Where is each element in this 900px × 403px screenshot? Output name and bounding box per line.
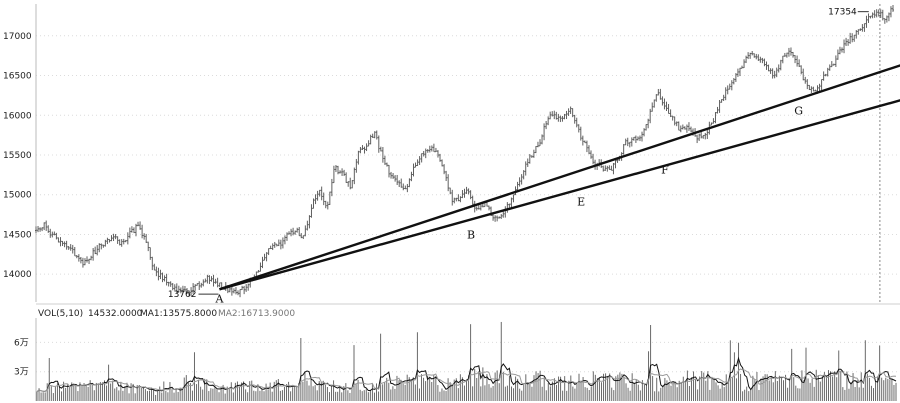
low-price-label: 13762 [168,290,197,300]
y-tick-label: 16000 [3,111,32,121]
price-series [35,4,894,302]
y-tick-label: 16500 [3,72,32,82]
point-label: G [794,105,803,118]
volume-axis: 3万 6万 [14,318,897,401]
volume-bars [36,321,897,401]
volume-ma-lines [36,356,897,393]
trendline [219,99,900,291]
annotations: A B E F G 13762 17354 [168,8,869,305]
point-label: A [214,292,224,305]
y-tick-label: 15500 [3,151,32,161]
vol-ma2-label: MA2:16713.9000 [218,309,295,319]
point-label: B [467,229,475,242]
vol-label: VOL(5,10) [38,309,83,319]
volume-header: VOL(5,10) 14532.0000 MA1:13575.8000 MA2:… [38,309,295,319]
trendlines [219,64,900,291]
point-label: E [577,195,585,208]
y-tick-label: 15000 [3,191,32,201]
price-axis: 14000 14500 15000 15500 16000 16500 17000 [3,4,37,302]
high-price-label: 17354 [828,8,857,18]
vol-tick-label: 3万 [14,368,29,378]
volume-ma10-line [36,368,897,393]
vol-ma1-label: MA1:13575.8000 [140,309,217,319]
trendline [219,64,900,291]
point-label: F [661,164,669,177]
vol-tick-label: 6万 [14,338,29,348]
vol-value: 14532.0000 [88,309,143,319]
y-tick-label: 14500 [3,230,32,240]
y-tick-label: 17000 [3,32,32,42]
y-tick-label: 14000 [3,270,32,280]
